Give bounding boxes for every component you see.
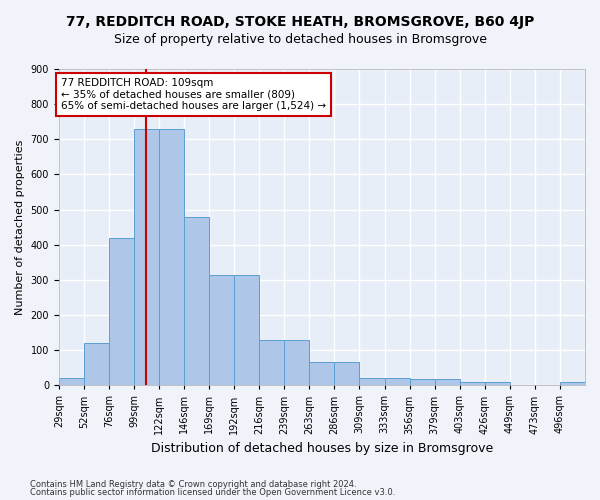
Bar bbox=[485, 382, 510, 386]
X-axis label: Distribution of detached houses by size in Bromsgrove: Distribution of detached houses by size … bbox=[151, 442, 493, 455]
Bar bbox=[410, 379, 434, 386]
Bar bbox=[284, 340, 310, 386]
Bar bbox=[385, 378, 410, 386]
Bar bbox=[310, 362, 334, 386]
Bar bbox=[59, 378, 84, 386]
Text: Contains public sector information licensed under the Open Government Licence v3: Contains public sector information licen… bbox=[30, 488, 395, 497]
Bar bbox=[84, 343, 109, 386]
Bar bbox=[259, 340, 284, 386]
Bar bbox=[159, 128, 184, 386]
Bar bbox=[234, 274, 259, 386]
Bar bbox=[134, 128, 159, 386]
Text: Contains HM Land Registry data © Crown copyright and database right 2024.: Contains HM Land Registry data © Crown c… bbox=[30, 480, 356, 489]
Bar bbox=[460, 382, 485, 386]
Text: 77, REDDITCH ROAD, STOKE HEATH, BROMSGROVE, B60 4JP: 77, REDDITCH ROAD, STOKE HEATH, BROMSGRO… bbox=[66, 15, 534, 29]
Bar bbox=[359, 378, 385, 386]
Text: 77 REDDITCH ROAD: 109sqm
← 35% of detached houses are smaller (809)
65% of semi-: 77 REDDITCH ROAD: 109sqm ← 35% of detach… bbox=[61, 78, 326, 111]
Bar bbox=[560, 382, 585, 386]
Bar bbox=[184, 216, 209, 386]
Bar bbox=[334, 362, 359, 386]
Y-axis label: Number of detached properties: Number of detached properties bbox=[15, 140, 25, 315]
Text: Size of property relative to detached houses in Bromsgrove: Size of property relative to detached ho… bbox=[113, 32, 487, 46]
Bar bbox=[109, 238, 134, 386]
Bar bbox=[209, 274, 234, 386]
Bar bbox=[434, 379, 460, 386]
